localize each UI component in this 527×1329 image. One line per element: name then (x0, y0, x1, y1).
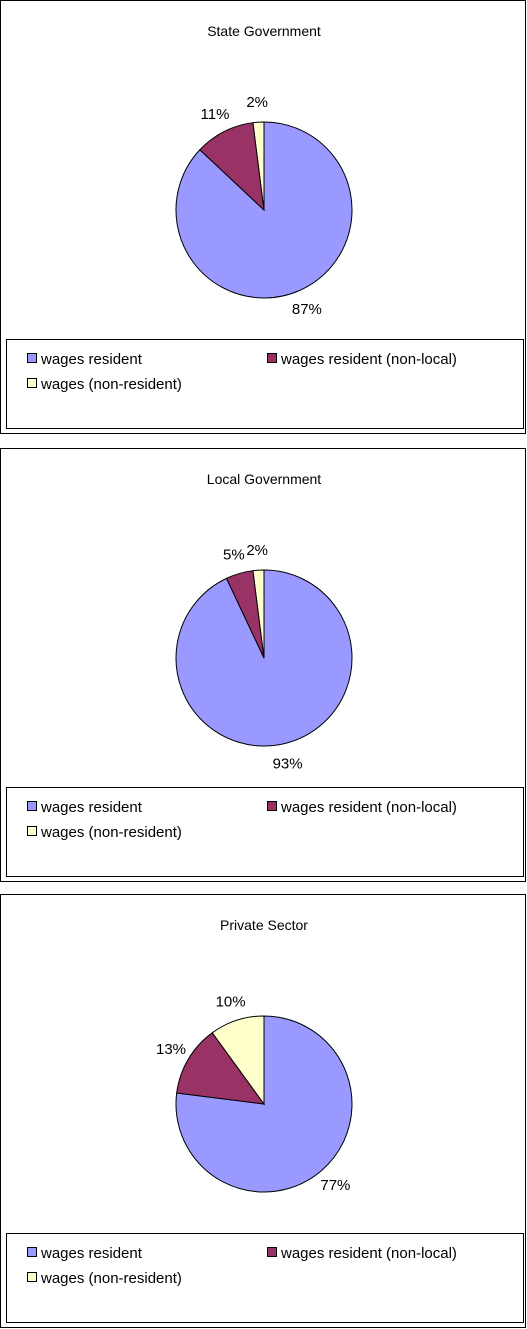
legend-swatch (267, 801, 277, 811)
legend-label: wages resident (40, 351, 143, 368)
legend-item-wages-resident: wages resident (27, 799, 143, 816)
legend-swatch (267, 353, 277, 363)
label-wages-resident: 77% (320, 1177, 350, 1194)
chart-title: Private Sector (220, 917, 308, 933)
chart-svg: Private Sector 77%13%10% wages resident w… (0, 894, 526, 1328)
local-government-chart: Local Government 93% 5% 2% wages resident w… (0, 448, 527, 883)
legend-item-wages-non-resident: wages (non-resident) (27, 1270, 182, 1287)
legend-label: wages (non-resident) (40, 1270, 182, 1287)
legend-label: wages (non-resident) (40, 824, 182, 841)
slice-wages-resident-non-local (176, 1032, 266, 1105)
label-wages-resident-non-local: 13% (156, 1041, 186, 1058)
legend-item-wages-resident-non-local: wages resident (non-local) (267, 1245, 457, 1262)
private-sector-chart: Private Sector 77% 13% 10% wages resident w… (0, 894, 527, 1329)
label-wages-resident-non-local: 11% (201, 106, 230, 123)
chart-svg: Local Government 93%5% 2% wages resident w… (0, 448, 526, 882)
legend-box (6, 787, 524, 877)
legend-label: wages resident (non-local) (280, 351, 457, 368)
legend-swatch (27, 801, 37, 811)
legend-label: wages resident (40, 799, 143, 816)
label-wages-non-resident: 2% (246, 542, 268, 559)
slice-wages-non-resident (211, 1015, 265, 1106)
slice-wages-non-resident (252, 569, 265, 659)
legend-swatch (267, 1247, 277, 1257)
legend-swatch (27, 353, 37, 363)
legend-item-wages-resident: wages resident (27, 1245, 143, 1262)
legend-box (6, 1233, 524, 1323)
legend-box (6, 339, 524, 429)
label-wages-resident: 93% (273, 755, 303, 772)
legend-swatch (27, 1272, 37, 1282)
pie-slices (175, 569, 353, 747)
legend-item-wages-non-resident: wages (non-resident) (27, 824, 182, 841)
legend: wages resident wages resident (non-local)… (27, 1245, 457, 1287)
slice-wages-non-resident (252, 121, 265, 211)
legend-item-wages-resident: wages resident (27, 351, 143, 368)
pie-slices (175, 1015, 353, 1193)
chart-title: State Government (207, 23, 321, 39)
legend-swatch (27, 826, 37, 836)
data-labels: 77% 13% 10% (156, 993, 350, 1194)
legend: wages resident wages resident (non-local)… (27, 799, 457, 841)
legend-swatch (27, 1247, 37, 1257)
pie-slices (175, 121, 353, 299)
legend-label: wages resident (40, 1245, 143, 1262)
data-labels: 87% 11% 2% (201, 94, 322, 318)
legend-item-wages-non-resident: wages (non-resident) (27, 376, 182, 393)
state-government-chart: State Government 87% 11% 2% wages resident… (0, 0, 527, 435)
label-wages-non-resident: 2% (246, 94, 268, 111)
legend-swatch (27, 378, 37, 388)
label-wages-resident: 87% (292, 301, 322, 318)
legend-item-wages-resident-non-local: wages resident (non-local) (267, 799, 457, 816)
legend-label: wages (non-resident) (40, 376, 182, 393)
data-labels: 93% 5% 2% (223, 542, 303, 772)
legend-item-wages-resident-non-local: wages resident (non-local) (267, 351, 457, 368)
chart-svg: State Government 87% 11% 2% wages resident… (0, 0, 526, 434)
legend-label: wages resident (non-local) (280, 1245, 457, 1262)
legend-label: wages resident (non-local) (280, 799, 457, 816)
legend: wages resident wages resident (non-local)… (27, 351, 457, 393)
label-wages-resident-non-local: 5% (223, 546, 245, 563)
chart-title: Local Government (207, 471, 322, 487)
label-wages-non-resident: 10% (216, 993, 246, 1010)
